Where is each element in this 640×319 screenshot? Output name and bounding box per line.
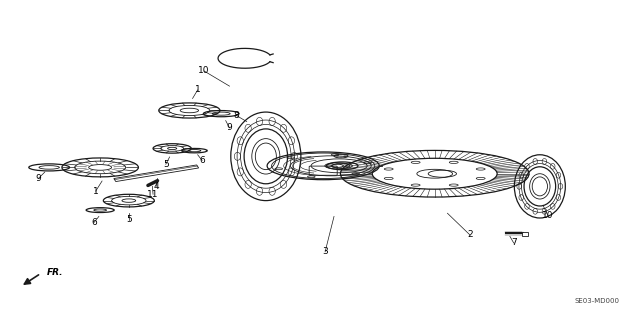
- Text: 3: 3: [322, 247, 328, 256]
- Polygon shape: [114, 165, 198, 182]
- Text: 9: 9: [35, 174, 41, 183]
- Text: 5: 5: [163, 160, 169, 169]
- Text: 6: 6: [91, 218, 97, 227]
- Text: 4: 4: [154, 182, 159, 191]
- Text: 5: 5: [126, 215, 132, 224]
- Text: 10: 10: [542, 211, 554, 220]
- Text: 1: 1: [195, 85, 200, 94]
- Text: 2: 2: [467, 230, 472, 239]
- Text: 6: 6: [199, 156, 205, 165]
- Text: 1: 1: [93, 187, 99, 196]
- Text: SE03-MD000: SE03-MD000: [575, 298, 620, 304]
- Text: 9: 9: [227, 123, 232, 132]
- Text: 8: 8: [233, 111, 239, 120]
- Text: 7: 7: [511, 239, 516, 248]
- Text: 10: 10: [198, 66, 210, 76]
- Text: FR.: FR.: [47, 268, 64, 277]
- Bar: [522, 232, 529, 236]
- Text: 11: 11: [147, 190, 159, 199]
